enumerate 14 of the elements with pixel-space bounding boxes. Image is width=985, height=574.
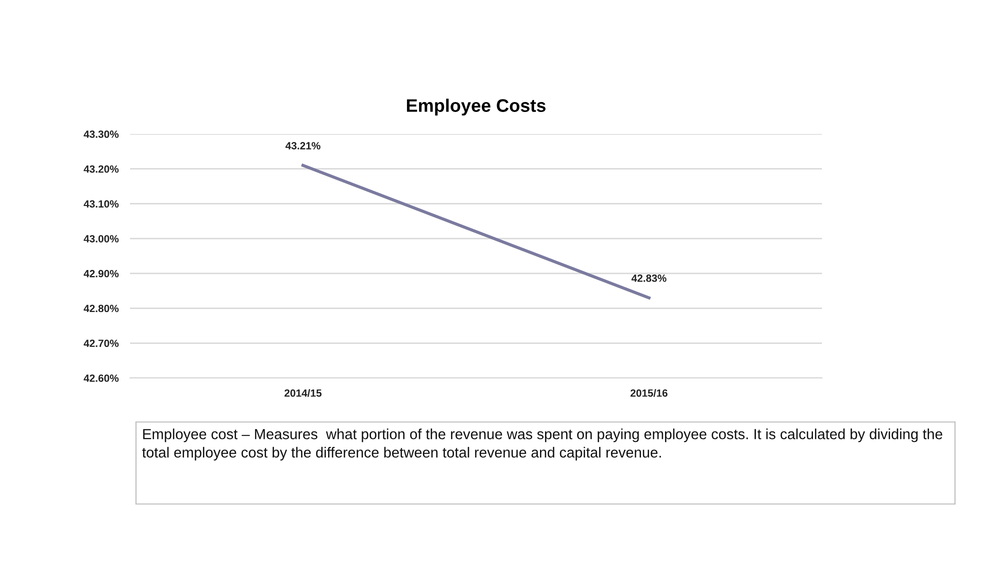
x-tick-label: 2015/16 <box>630 389 668 397</box>
y-tick-label: 43.20% <box>84 165 119 173</box>
y-tick-label: 42.60% <box>84 374 119 382</box>
y-tick-label: 42.70% <box>84 340 119 348</box>
data-label: 43.21% <box>285 142 320 150</box>
y-tick-label: 43.10% <box>84 200 119 208</box>
y-tick-label: 43.00% <box>84 235 119 242</box>
x-tick-label: 2014/15 <box>284 389 322 397</box>
y-tick-label: 42.80% <box>84 304 119 312</box>
data-label: 42.83% <box>631 274 666 282</box>
y-tick-label: 42.90% <box>84 270 119 278</box>
y-tick-label: 43.30% <box>84 130 119 138</box>
text: Employee cost – Measures what portion of the revenue was spent on paying employee costs. It is calculated by dividing the total employee cost by the difference between total revenue and capital revenue. <box>142 428 942 461</box>
chart-title: Employee Costs <box>406 98 546 116</box>
